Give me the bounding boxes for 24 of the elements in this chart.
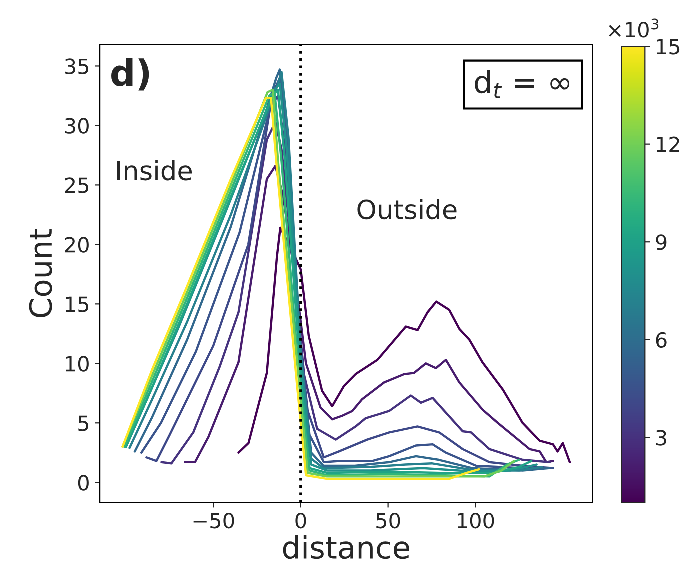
x-tick-label: 0 xyxy=(296,512,306,529)
text: ×10$^{3}$ xyxy=(609,18,659,38)
y-tick-label: 30 xyxy=(65,118,89,134)
x-tick-label: 50 xyxy=(376,512,400,529)
y-tick-label: 20 xyxy=(65,237,89,253)
y-tick-label: 0 xyxy=(78,475,89,491)
y-tick-label: 35 xyxy=(65,58,89,74)
x-tick-label: 100 xyxy=(458,512,494,529)
color-bar-label: 9 xyxy=(656,234,667,250)
color-bar-label: 6 xyxy=(656,332,667,348)
y-tick-label: 10 xyxy=(66,356,89,372)
y-tick-label: 15 xyxy=(66,296,89,312)
y-axis-title: Count xyxy=(29,229,52,318)
annotation: Inside xyxy=(117,160,192,181)
annotation: Outside xyxy=(358,199,457,220)
color-bar-label: 12 xyxy=(657,136,680,152)
annotation: d) xyxy=(112,58,150,91)
y-tick-label: 25 xyxy=(65,178,89,194)
color-bar-label: 3 xyxy=(656,430,666,446)
color-bar-label: 15 xyxy=(657,39,680,55)
x-axis-title: distance xyxy=(283,536,410,560)
y-tick-label: 5 xyxy=(78,416,89,432)
x-tick-label: −50 xyxy=(194,512,234,529)
annotation: d$_{t}$ = ∞ xyxy=(475,70,570,98)
